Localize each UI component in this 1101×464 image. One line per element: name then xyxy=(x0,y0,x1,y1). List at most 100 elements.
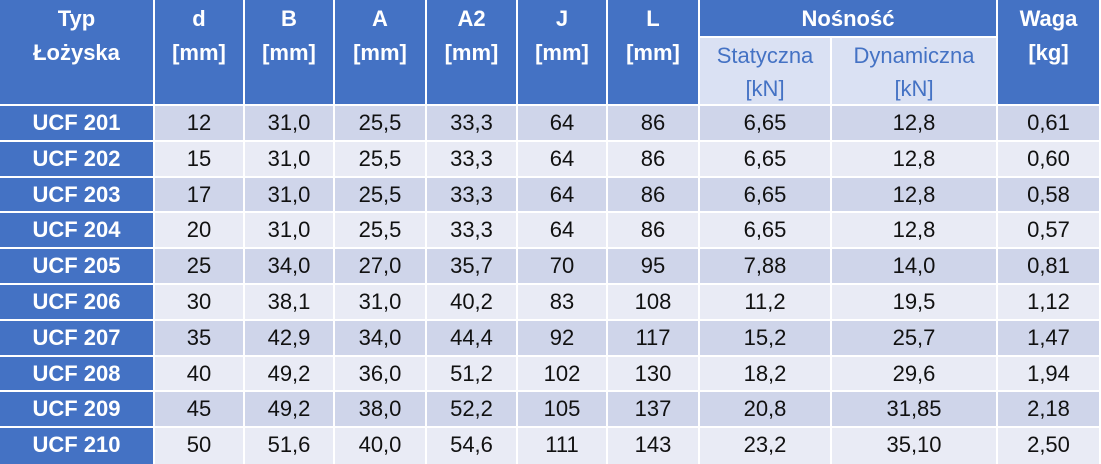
data-cell: 6,65 xyxy=(700,213,830,248)
data-cell: 102 xyxy=(518,356,606,391)
header-cell: B [mm] xyxy=(245,0,333,104)
data-cell: 34,0 xyxy=(335,320,425,355)
data-cell: 33,3 xyxy=(427,177,516,212)
cell-text: 25 xyxy=(186,253,212,279)
cell-text: 12 xyxy=(186,110,212,135)
cell-text: 11,2 xyxy=(744,289,786,314)
subheader-text: [kN] xyxy=(745,76,785,101)
cell-text: UCF 202 xyxy=(32,145,121,171)
data-cell: 52,2 xyxy=(427,392,516,427)
header-text: Nośność xyxy=(801,6,895,31)
subheader-cell: Dynamiczna [kN] xyxy=(832,38,996,104)
group-header: Nośność xyxy=(700,0,996,36)
header-text: J xyxy=(555,6,569,31)
data-cell: 25,5 xyxy=(335,177,425,212)
cell-text: 33,3 xyxy=(450,217,493,243)
data-cell: 15 xyxy=(155,141,243,176)
cell-text: 31,0 xyxy=(358,289,402,314)
data-cell: 11,2 xyxy=(700,285,830,319)
row-header: UCF 201 xyxy=(0,106,153,140)
cell-text: 86 xyxy=(640,145,666,171)
row-header: UCF 210 xyxy=(0,428,153,464)
cell-text: 137 xyxy=(634,396,672,422)
cell-text: 0,60 xyxy=(1027,145,1070,171)
data-cell: 17 xyxy=(155,177,243,212)
cell-text: 64 xyxy=(549,110,575,135)
row-header: UCF 207 xyxy=(0,320,153,355)
data-cell: 70 xyxy=(518,249,606,283)
cell-text: 6,65 xyxy=(743,217,787,243)
cell-text: 130 xyxy=(634,360,672,386)
data-cell: 25,5 xyxy=(335,213,425,248)
cell-text: 33,3 xyxy=(450,145,493,171)
data-cell: 54,6 xyxy=(427,428,516,464)
cell-text: 34,0 xyxy=(358,324,402,350)
cell-text: 0,61 xyxy=(1027,110,1070,135)
cell-text: 17 xyxy=(186,181,212,207)
data-cell: 38,1 xyxy=(245,285,333,319)
cell-text: 38,1 xyxy=(267,289,311,314)
data-cell: 40,2 xyxy=(427,285,516,319)
cell-text: 31,85 xyxy=(886,396,942,422)
cell-text: 6,65 xyxy=(743,110,787,135)
data-cell: 105 xyxy=(518,392,606,427)
cell-text: 25,7 xyxy=(892,324,936,350)
data-cell: 35 xyxy=(155,320,243,355)
data-cell: 31,0 xyxy=(245,141,333,176)
data-cell: 25,7 xyxy=(832,320,996,355)
data-cell: 34,0 xyxy=(245,249,333,283)
cell-text: 40,0 xyxy=(358,432,402,458)
header-text: [mm] xyxy=(262,40,316,65)
cell-text: UCF 206 xyxy=(32,289,121,314)
data-cell: 6,65 xyxy=(700,106,830,140)
cell-text: 86 xyxy=(640,110,666,135)
row-header: UCF 209 xyxy=(0,392,153,427)
header-text: [mm] xyxy=(353,40,407,65)
cell-text: 6,65 xyxy=(743,181,787,207)
data-cell: 15,2 xyxy=(700,320,830,355)
cell-text: 111 xyxy=(545,432,579,458)
cell-text: 25,5 xyxy=(358,145,402,171)
data-cell: 51,2 xyxy=(427,356,516,391)
data-cell: 18,2 xyxy=(700,356,830,391)
data-cell: 33,3 xyxy=(427,141,516,176)
cell-text: 92 xyxy=(549,324,575,350)
header-text: Waga xyxy=(1019,6,1078,31)
data-cell: 130 xyxy=(608,356,698,391)
data-cell: 14,0 xyxy=(832,249,996,283)
data-cell: 1,47 xyxy=(998,320,1099,355)
data-cell: 0,61 xyxy=(998,106,1099,140)
cell-text: 0,58 xyxy=(1027,181,1070,207)
cell-text: UCF 209 xyxy=(32,396,121,422)
data-cell: 19,5 xyxy=(832,285,996,319)
cell-text: 31,0 xyxy=(267,181,311,207)
cell-text: 12,8 xyxy=(892,181,936,207)
data-cell: 86 xyxy=(608,141,698,176)
data-cell: 86 xyxy=(608,213,698,248)
data-cell: 83 xyxy=(518,285,606,319)
cell-text: 2,50 xyxy=(1027,432,1070,458)
cell-text: UCF 205 xyxy=(32,253,121,279)
cell-text: 86 xyxy=(640,217,666,243)
data-cell: 64 xyxy=(518,213,606,248)
cell-text: 20,8 xyxy=(743,396,787,422)
subheader-text: Dynamiczna xyxy=(853,43,975,68)
data-cell: 49,2 xyxy=(245,356,333,391)
data-cell: 0,58 xyxy=(998,177,1099,212)
cell-text: 31,0 xyxy=(267,145,311,171)
data-cell: 0,60 xyxy=(998,141,1099,176)
header-text: Typ xyxy=(57,6,96,31)
data-cell: 35,10 xyxy=(832,428,996,464)
row-header: UCF 202 xyxy=(0,141,153,176)
data-cell: 12 xyxy=(155,106,243,140)
data-cell: 2,18 xyxy=(998,392,1099,427)
cell-text: 15,2 xyxy=(743,324,787,350)
subheader-text: Statyczna xyxy=(716,43,814,68)
data-cell: 23,2 xyxy=(700,428,830,464)
cell-text: 42,9 xyxy=(267,324,311,350)
data-cell: 20 xyxy=(155,213,243,248)
cell-text: 49,2 xyxy=(267,360,311,386)
cell-text: 70 xyxy=(549,253,575,279)
cell-text: 35 xyxy=(186,324,212,350)
cell-text: 2,18 xyxy=(1027,396,1070,422)
